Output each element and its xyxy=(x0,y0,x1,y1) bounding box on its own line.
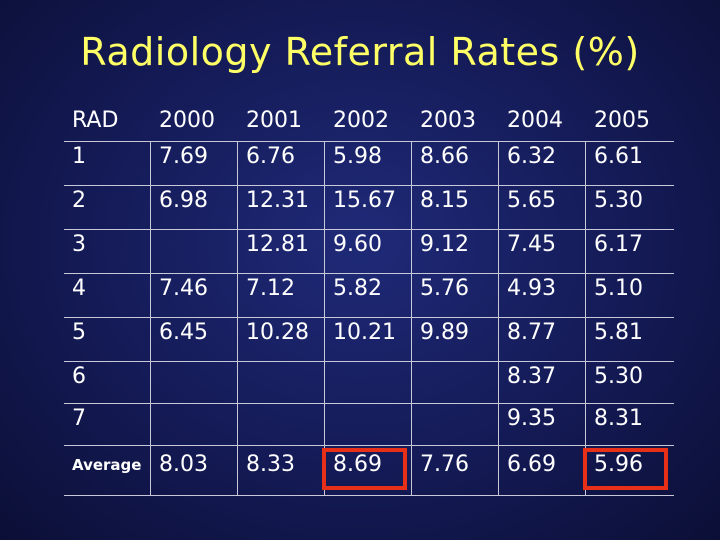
table-row: 7 9.35 8.31 xyxy=(64,399,674,439)
value-cell xyxy=(151,357,238,397)
value-cell: 8.69 xyxy=(333,452,382,477)
value-cell: 5.81 xyxy=(594,320,643,345)
value-cell: 7.12 xyxy=(246,276,295,301)
value-cell xyxy=(412,399,499,439)
value-cell xyxy=(238,399,325,439)
column-divider xyxy=(150,141,151,495)
value-cell: 6.98 xyxy=(159,188,208,213)
value-cell: 8.31 xyxy=(594,406,643,431)
column-divider xyxy=(324,141,325,495)
table-row: 5 6.45 10.28 10.21 9.89 8.77 5.81 xyxy=(64,313,674,353)
value-cell: 12.31 xyxy=(246,188,309,213)
slide-title: Radiology Referral Rates (%) xyxy=(80,30,640,74)
value-cell: 8.66 xyxy=(420,144,469,169)
column-divider xyxy=(411,141,412,495)
row-divider xyxy=(64,361,674,362)
value-cell xyxy=(238,357,325,397)
value-cell: 6.17 xyxy=(594,232,643,257)
value-cell: 9.60 xyxy=(333,232,382,257)
value-cell: 6.69 xyxy=(507,452,556,477)
column-divider xyxy=(498,141,499,495)
value-cell: 5.82 xyxy=(333,276,382,301)
row-divider xyxy=(64,317,674,318)
highlight-box xyxy=(322,448,407,490)
table-row: 2 6.98 12.31 15.67 8.15 5.65 5.30 xyxy=(64,181,674,221)
row-divider xyxy=(64,495,674,496)
column-divider xyxy=(237,141,238,495)
table-row: 4 7.46 7.12 5.82 5.76 4.93 5.10 xyxy=(64,269,674,309)
row-divider xyxy=(64,141,674,142)
value-cell: 6.45 xyxy=(159,320,208,345)
value-cell: 10.28 xyxy=(246,320,309,345)
column-divider xyxy=(585,141,586,495)
row-divider xyxy=(64,403,674,404)
value-cell: 9.12 xyxy=(420,232,469,257)
value-cell: 8.15 xyxy=(420,188,469,213)
row-divider xyxy=(64,229,674,230)
row-label-cell: 2 xyxy=(72,188,86,213)
row-label-cell: 6 xyxy=(72,364,86,389)
highlight-box xyxy=(583,448,668,490)
value-cell: 5.10 xyxy=(594,276,643,301)
value-cell: 15.67 xyxy=(333,188,396,213)
row-label-cell: 5 xyxy=(72,320,86,345)
value-cell xyxy=(325,399,412,439)
row-label-cell: RAD xyxy=(72,108,119,133)
value-cell: 8.33 xyxy=(246,452,295,477)
value-cell: 8.03 xyxy=(159,452,208,477)
value-cell: 2004 xyxy=(507,108,563,133)
row-divider xyxy=(64,445,674,446)
value-cell: 7.76 xyxy=(420,452,469,477)
value-cell: 7.46 xyxy=(159,276,208,301)
value-cell: 7.45 xyxy=(507,232,556,257)
value-cell: 2000 xyxy=(159,108,215,133)
value-cell xyxy=(151,225,238,265)
value-cell xyxy=(412,357,499,397)
value-cell: 2001 xyxy=(246,108,302,133)
value-cell: 2005 xyxy=(594,108,650,133)
value-cell: 7.69 xyxy=(159,144,208,169)
value-cell: 9.89 xyxy=(420,320,469,345)
value-cell: 5.65 xyxy=(507,188,556,213)
row-label-cell: Average xyxy=(72,456,142,474)
value-cell: 6.61 xyxy=(594,144,643,169)
value-cell: 5.30 xyxy=(594,188,643,213)
value-cell xyxy=(151,399,238,439)
value-cell xyxy=(325,357,412,397)
table-row: 3 12.81 9.60 9.12 7.45 6.17 xyxy=(64,225,674,265)
header-row: RAD 2000 2001 2002 2003 2004 2005 xyxy=(64,101,674,141)
value-cell: 2002 xyxy=(333,108,389,133)
row-divider xyxy=(64,185,674,186)
value-cell: 4.93 xyxy=(507,276,556,301)
value-cell: 5.76 xyxy=(420,276,469,301)
value-cell: 9.35 xyxy=(507,406,556,431)
value-cell: 12.81 xyxy=(246,232,309,257)
value-cell: 5.98 xyxy=(333,144,382,169)
value-cell: 5.96 xyxy=(594,452,643,477)
average-row: Average 8.03 8.33 8.69 7.76 6.69 5.96 xyxy=(64,445,674,485)
value-cell: 6.76 xyxy=(246,144,295,169)
table-row: 1 7.69 6.76 5.98 8.66 6.32 6.61 xyxy=(64,137,674,177)
value-cell: 6.32 xyxy=(507,144,556,169)
row-divider xyxy=(64,273,674,274)
row-label-cell: 4 xyxy=(72,276,86,301)
value-cell: 10.21 xyxy=(333,320,396,345)
table-row: 6 8.37 5.30 xyxy=(64,357,674,397)
row-label-cell: 7 xyxy=(72,406,86,431)
row-label-cell: 3 xyxy=(72,232,86,257)
value-cell: 5.30 xyxy=(594,364,643,389)
value-cell: 8.77 xyxy=(507,320,556,345)
row-label-cell: 1 xyxy=(72,144,86,169)
value-cell: 8.37 xyxy=(507,364,556,389)
value-cell: 2003 xyxy=(420,108,476,133)
